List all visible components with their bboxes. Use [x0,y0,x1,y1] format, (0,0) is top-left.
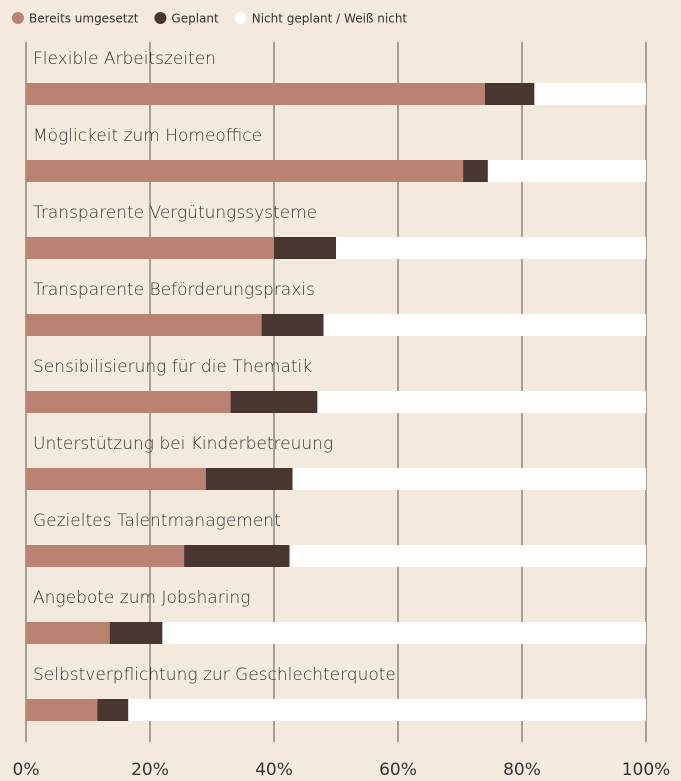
x-tick-label: 60% [379,760,417,780]
x-tick-label: 40% [255,760,293,780]
bar-segment [205,468,293,490]
x-tick-label: 80% [503,760,541,780]
bar-segment [274,237,336,259]
bar-segment [97,699,129,721]
category-label: Unterstützung bei Kinderbetreuung [33,434,333,454]
bar-segment [484,83,535,105]
bar-segment [26,622,110,644]
bar-segment [26,468,206,490]
x-tick-label: 100% [622,760,671,780]
bar-segment [261,314,324,336]
bar-segment [289,545,646,567]
bar-segment [109,622,163,644]
category-label: Selbstverpflichtung zur Geschlechterquot… [33,665,396,685]
legend-swatch [154,12,167,24]
bar-segment [487,160,646,182]
bar-segment [323,314,646,336]
bar-segment [26,314,262,336]
bar-segment [26,391,231,413]
bar-segment [26,83,485,105]
bar-segment [336,237,646,259]
legend-swatch [234,12,247,24]
x-tick-label: 0% [13,760,40,780]
category-label: Flexible Arbeitszeiten [33,49,216,69]
category-label: Transparente Beförderungspraxis [33,280,315,300]
category-label: Transparente Vergütungssysteme [33,203,317,223]
legend-swatch [12,12,24,24]
bar-segment [26,160,464,182]
bar-segment [463,160,488,182]
bar-segment [317,391,646,413]
category-label: Gezieltes Talentmanagement [33,511,281,531]
x-tick-label: 20% [131,760,169,780]
category-label: Möglickeit zum Homeoffice [33,126,262,146]
legend-label: Geplant [171,12,219,26]
bar-segment [534,83,646,105]
category-label: Sensibilisierung für die Thematik [33,357,312,377]
bar-segment [162,622,646,644]
legend-label: Nicht geplant / Weiß nicht [252,12,408,26]
category-label: Angebote zum Jobsharing [33,588,250,608]
bar-segment [292,468,646,490]
bar-segment [26,699,98,721]
legend-label: Bereits umgesetzt [29,12,139,26]
bar-segment [26,237,274,259]
bar-segment [128,699,647,721]
bar-segment [230,391,318,413]
bar-segment [184,545,290,567]
bar-segment [26,545,185,567]
